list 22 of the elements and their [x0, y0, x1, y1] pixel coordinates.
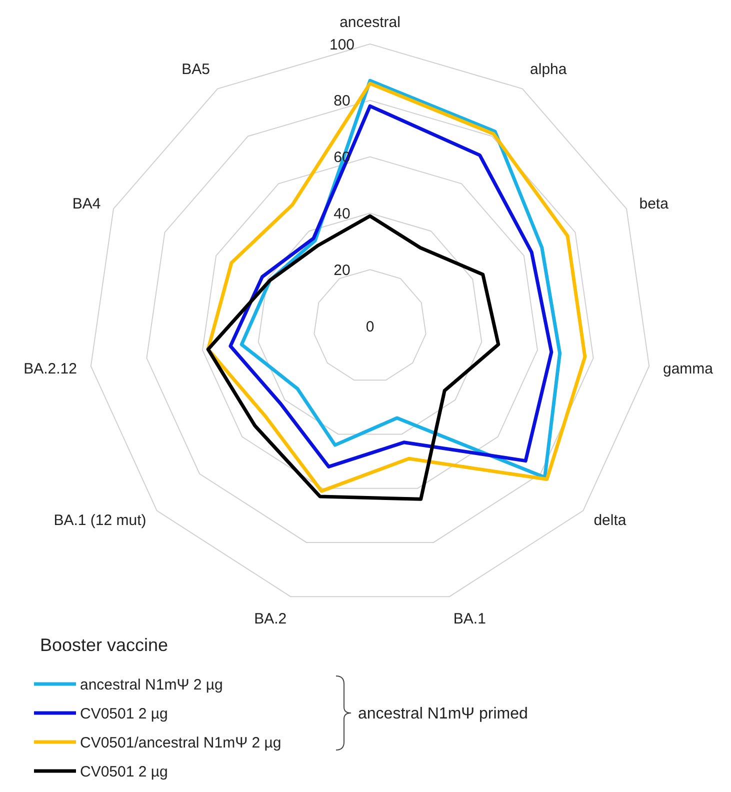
y-tick-label: 100 — [329, 36, 355, 54]
legend-label: ancestral N1mΨ 2 µg — [80, 676, 223, 694]
spoke-label: BA.2 — [254, 610, 287, 628]
spoke-label: beta — [639, 195, 670, 212]
spoke-label: delta — [594, 512, 627, 530]
y-tick-label: 80 — [334, 92, 350, 110]
spoke-label: BA4 — [72, 195, 101, 212]
y-tick-label: 20 — [334, 262, 350, 279]
spoke-label: alpha — [530, 60, 568, 78]
spoke-label: BA.2.12 — [24, 360, 78, 378]
spoke-label: gamma — [662, 360, 714, 378]
legend-label: CV0501/ancestral N1mΨ 2 µg — [80, 734, 282, 752]
spoke-label: BA.1 — [453, 610, 486, 628]
spoke-label: BA5 — [182, 60, 210, 78]
legend-label: CV0501 2 µg — [80, 763, 168, 780]
text: ancestral N1mΨ primed — [358, 706, 528, 723]
y-tick-label: 40 — [334, 205, 350, 222]
legend-title: Booster vaccine — [40, 635, 168, 655]
spoke-label: BA.1 (12 mut) — [54, 512, 146, 530]
y-tick-label: 0 — [366, 318, 374, 336]
legend-label: CV0501 2 µg — [80, 705, 168, 722]
spoke-label: ancestral — [340, 14, 400, 31]
